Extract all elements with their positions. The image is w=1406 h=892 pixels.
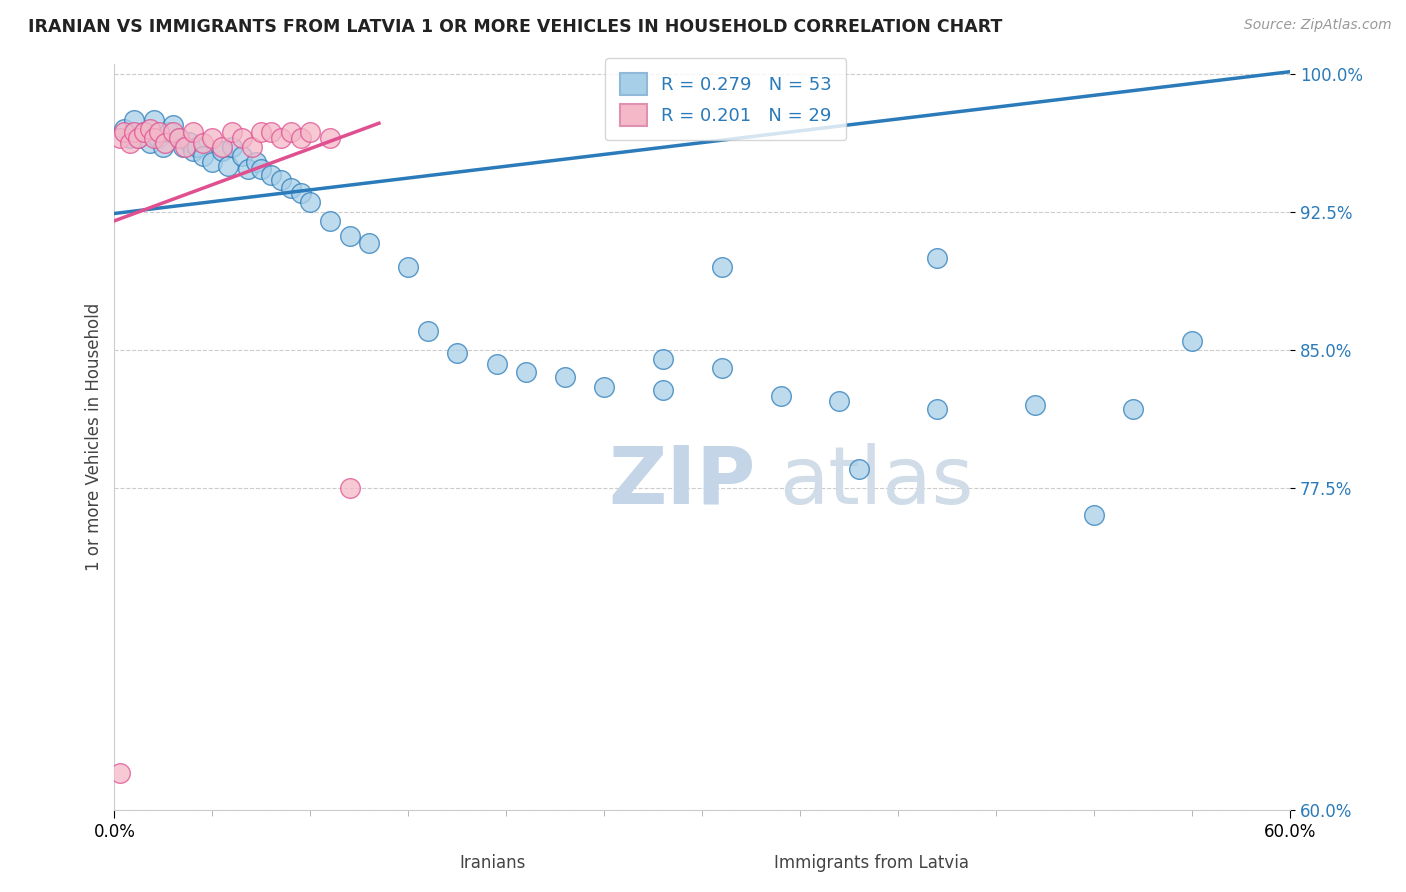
Point (162, 125, 184, 139)
Point (127, 131, 149, 145)
Point (446, 346, 468, 360)
Text: IRANIAN VS IMMIGRANTS FROM LATVIA 1 OR MORE VEHICLES IN HOUSEHOLD CORRELATION CH: IRANIAN VS IMMIGRANTS FROM LATVIA 1 OR M… (28, 18, 1002, 36)
Point (172, 140, 194, 154)
Point (828, 394, 851, 409)
Point (221, 140, 243, 154)
Point (485, 358, 508, 372)
Point (339, 228, 361, 243)
Point (221, 125, 243, 139)
Point (162, 118, 184, 132)
Point (177, 135, 200, 149)
Point (231, 131, 253, 145)
Point (240, 140, 263, 154)
Point (112, 121, 135, 136)
Point (236, 162, 259, 177)
Text: atlas: atlas (779, 443, 973, 521)
Point (652, 384, 675, 398)
Point (710, 260, 733, 274)
Point (201, 131, 224, 145)
Point (142, 112, 165, 127)
Point (652, 351, 675, 366)
Point (710, 361, 733, 376)
Point (299, 195, 322, 210)
Point (280, 180, 302, 194)
Point (290, 131, 312, 145)
Point (250, 162, 273, 177)
Point (250, 125, 273, 139)
Point (927, 251, 949, 265)
Point (211, 140, 233, 154)
Point (260, 125, 283, 139)
Point (339, 481, 361, 495)
Legend: R = 0.279   N = 53, R = 0.201   N = 29: R = 0.279 N = 53, R = 0.201 N = 29 (605, 58, 846, 140)
Point (1083, 508, 1105, 523)
Point (174, 140, 197, 154)
Point (260, 168, 283, 182)
Point (142, 131, 165, 145)
Point (112, 125, 135, 139)
Point (769, 389, 792, 403)
Y-axis label: 1 or more Vehicles in Household: 1 or more Vehicles in Household (86, 303, 103, 572)
Point (110, 766, 132, 780)
Point (181, 144, 204, 158)
Point (299, 125, 322, 139)
Point (122, 112, 145, 127)
Point (515, 365, 537, 379)
Text: ZIP: ZIP (609, 443, 755, 521)
Point (319, 214, 342, 228)
Point (416, 324, 439, 338)
Point (132, 125, 155, 139)
Point (270, 131, 292, 145)
Point (186, 140, 208, 154)
Point (245, 155, 267, 169)
Point (152, 140, 174, 154)
Point (132, 125, 155, 139)
Point (191, 149, 214, 163)
Point (120, 136, 142, 151)
Point (110, 131, 132, 145)
Point (138, 136, 160, 151)
Point (191, 136, 214, 151)
Point (319, 131, 342, 145)
Point (167, 131, 190, 145)
Point (127, 131, 149, 145)
Text: Iranians: Iranians (458, 855, 526, 872)
Point (554, 370, 576, 384)
Point (120, 131, 142, 145)
Point (146, 131, 169, 145)
Point (148, 125, 170, 139)
Point (157, 125, 180, 139)
Text: Immigrants from Latvia: Immigrants from Latvia (775, 855, 969, 872)
Text: Source: ZipAtlas.com: Source: ZipAtlas.com (1244, 18, 1392, 32)
Point (280, 125, 302, 139)
Point (181, 125, 204, 139)
Point (593, 379, 616, 393)
Point (290, 186, 312, 201)
Point (122, 125, 145, 139)
Point (217, 159, 239, 173)
Point (138, 121, 160, 136)
Point (167, 131, 190, 145)
Point (396, 260, 419, 274)
Point (270, 173, 292, 187)
Point (848, 462, 870, 476)
Point (201, 155, 224, 169)
Point (1024, 398, 1046, 412)
Point (1122, 401, 1144, 416)
Point (211, 144, 233, 158)
Point (927, 401, 949, 416)
Point (1181, 334, 1204, 348)
Point (231, 149, 253, 163)
Point (155, 136, 177, 151)
Point (359, 235, 381, 250)
